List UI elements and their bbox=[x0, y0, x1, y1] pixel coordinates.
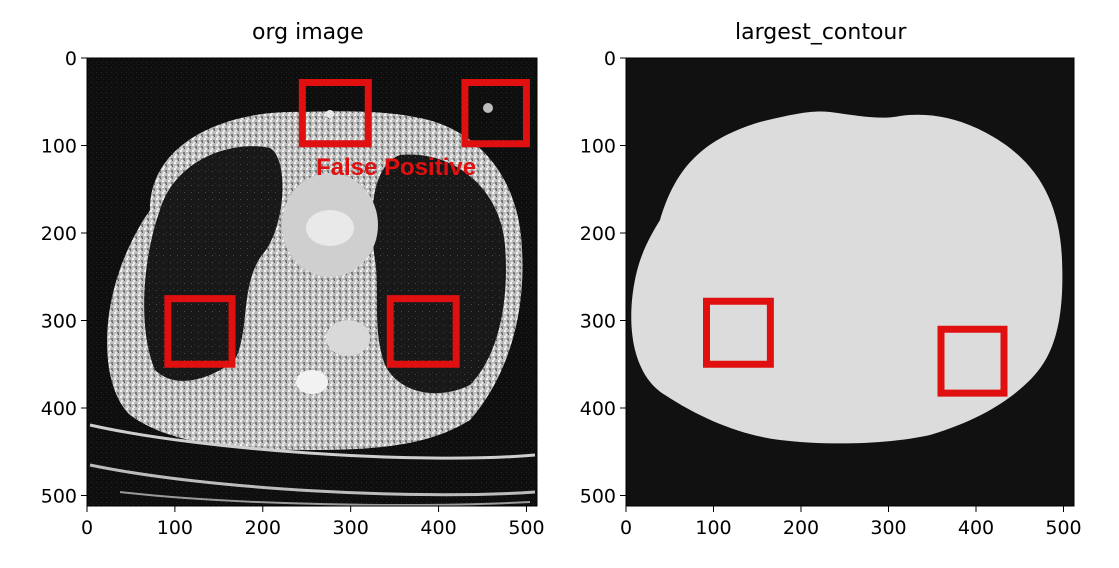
y-tick-label: 300 bbox=[580, 311, 616, 333]
org-image-nodule bbox=[483, 103, 493, 113]
x-tick-label: 200 bbox=[783, 517, 819, 539]
x-tick-label: 0 bbox=[81, 517, 93, 539]
largest-contour-panel bbox=[626, 58, 1074, 506]
y-tick-label: 0 bbox=[65, 48, 77, 70]
detection-box bbox=[461, 79, 530, 148]
x-tick-label: 300 bbox=[333, 517, 369, 539]
org-image-table-arc bbox=[119, 491, 531, 506]
org-image-left-lung bbox=[144, 146, 283, 381]
contour-mask bbox=[631, 111, 1063, 444]
axes-frame bbox=[86, 57, 538, 507]
largest-contour-title: largest_contour bbox=[735, 20, 907, 45]
x-tick-label: 0 bbox=[620, 517, 632, 539]
x-tick-label: 500 bbox=[1045, 517, 1081, 539]
x-tick-label: 500 bbox=[508, 517, 544, 539]
org-image-table-arc bbox=[89, 423, 536, 460]
false-positive-label: False Positive bbox=[316, 154, 477, 181]
y-tick-label: 100 bbox=[580, 136, 616, 158]
y-tick-label: 500 bbox=[580, 486, 616, 508]
x-tick-label: 400 bbox=[420, 517, 456, 539]
y-tick-label: 400 bbox=[580, 398, 616, 420]
detection-box bbox=[386, 295, 460, 368]
x-tick-label: 300 bbox=[870, 517, 906, 539]
y-tick-label: 200 bbox=[41, 223, 77, 245]
org-image-panel bbox=[87, 58, 537, 506]
org-image-vertebra bbox=[296, 370, 328, 394]
x-tick-label: 400 bbox=[958, 517, 994, 539]
detection-box bbox=[298, 79, 372, 148]
x-tick-label: 100 bbox=[157, 517, 193, 539]
detection-box bbox=[937, 325, 1008, 397]
org-image-right-lung bbox=[371, 154, 506, 394]
org-image-aorta bbox=[326, 320, 370, 356]
detection-box bbox=[164, 295, 236, 368]
y-tick-label: 0 bbox=[604, 48, 616, 70]
detection-box bbox=[703, 297, 774, 368]
y-tick-label: 200 bbox=[580, 223, 616, 245]
org-image-title: org image bbox=[252, 20, 364, 45]
x-tick-label: 100 bbox=[695, 517, 731, 539]
y-tick-label: 300 bbox=[41, 311, 77, 333]
org-image-table-arc bbox=[89, 463, 536, 497]
org-image-nodule bbox=[326, 110, 334, 118]
axes-frame bbox=[625, 57, 1075, 507]
y-tick-label: 100 bbox=[41, 136, 77, 158]
y-tick-label: 400 bbox=[41, 398, 77, 420]
y-tick-label: 500 bbox=[41, 486, 77, 508]
org-image-heart-inner bbox=[306, 210, 354, 246]
x-tick-label: 200 bbox=[245, 517, 281, 539]
